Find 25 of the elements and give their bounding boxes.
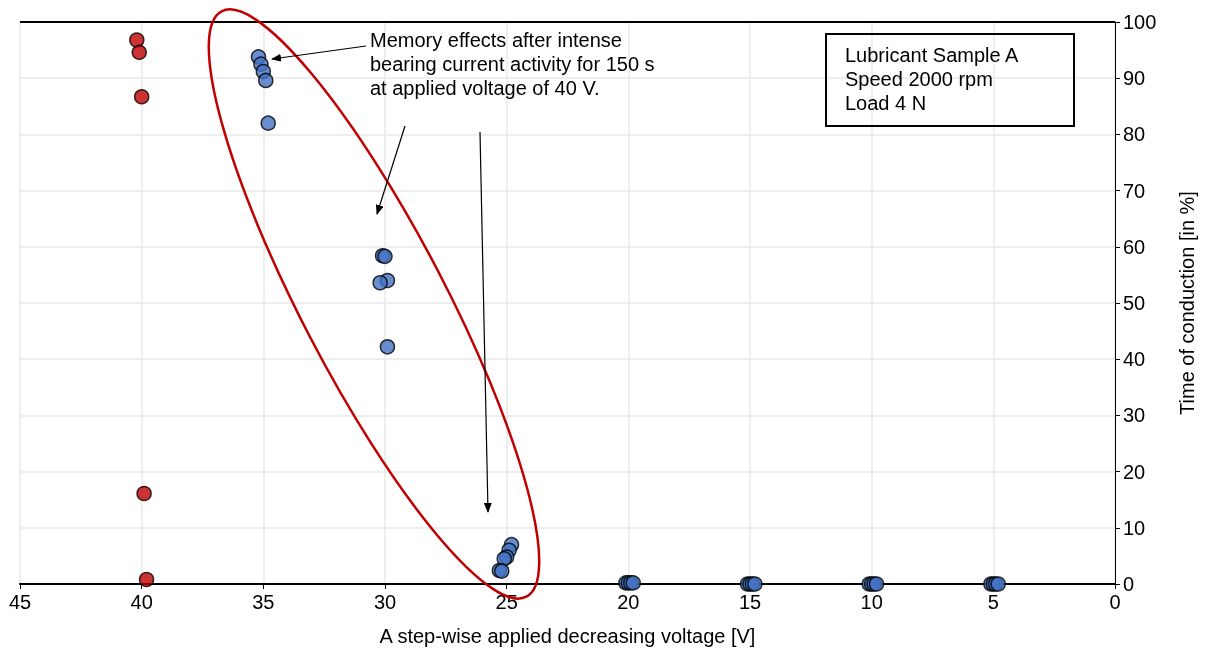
y-tick-label: 70 (1123, 179, 1146, 202)
y-tick-label: 60 (1123, 235, 1146, 258)
x-axis-title: A step-wise applied decreasing voltage [V] (379, 625, 756, 647)
y-tick-label: 0 (1123, 573, 1135, 595)
x-tick-label: 15 (738, 591, 762, 613)
y-tick-label: 90 (1123, 67, 1146, 90)
y-tick-label: 100 (1123, 11, 1157, 33)
y-tick-label: 10 (1123, 516, 1146, 539)
x-tick-label: 25 (495, 591, 518, 613)
y-tick-label: 30 (1123, 404, 1146, 427)
annotation: Lubricant Sample A Speed 2000 rpm Load 4 N (825, 33, 1075, 127)
x-tick-label: 20 (617, 591, 640, 613)
y-tick-label: 50 (1123, 292, 1146, 314)
x-tick-label: 10 (860, 591, 883, 613)
annotation: Memory effects after intense bearing current activity for 150 s at applied voltage of 40 V. (370, 28, 655, 100)
x-tick-label: 5 (987, 591, 999, 613)
y-tick-label: 40 (1123, 348, 1146, 371)
y-axis-title: Time of conduction [in %] (1176, 191, 1198, 415)
x-tick-label: 30 (373, 591, 397, 613)
y-tick-label: 80 (1123, 123, 1146, 146)
x-tick-label: 40 (130, 591, 153, 613)
x-tick-label: 0 (1109, 591, 1121, 613)
x-tick-label: 45 (8, 591, 32, 613)
y-tick-label: 20 (1123, 460, 1146, 483)
x-tick-label: 35 (252, 591, 275, 613)
